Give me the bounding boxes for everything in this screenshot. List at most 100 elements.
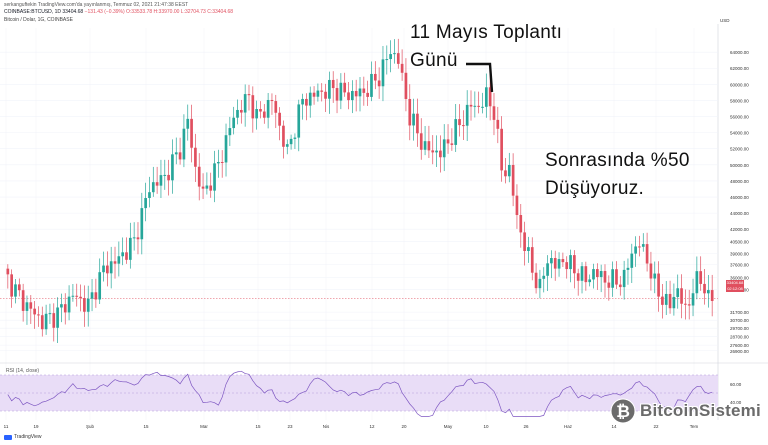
candle-body	[553, 258, 557, 269]
y-tick-label: 46000.00	[730, 195, 749, 200]
y-tick-label: 62000.00	[730, 66, 749, 71]
candle-body	[335, 88, 339, 101]
bitcoin-logo-icon: ₿	[610, 398, 636, 424]
candle-body	[641, 244, 645, 247]
candle-body	[473, 105, 477, 107]
candle-body	[676, 288, 680, 297]
candle-body	[588, 279, 592, 283]
candle-body	[132, 237, 136, 239]
candle-body	[247, 94, 251, 96]
candle-body	[362, 88, 366, 93]
x-tick-label: 15	[143, 424, 149, 429]
candle-body	[163, 174, 167, 176]
candle-body	[232, 117, 236, 129]
candle-body	[638, 246, 641, 248]
candle-body	[595, 269, 599, 278]
candle-body	[446, 139, 450, 144]
y-tick-label: 36000.00	[730, 276, 749, 281]
chart-title: Bitcoin / Dolar, 1G, COINBASE	[4, 17, 73, 23]
symbol-line: COINBASE:BTCUSD, 1D 33404.68 −131.43 (−0…	[4, 9, 233, 15]
y-tick-label: 30700.00	[730, 318, 749, 323]
candle-body	[707, 290, 710, 294]
y-tick-label: 44000.00	[730, 211, 749, 216]
candle-body	[174, 152, 178, 155]
candle-body	[618, 284, 622, 288]
annotation-arrow	[466, 62, 494, 93]
candle-body	[396, 53, 400, 64]
candle-body	[128, 237, 132, 260]
candle-body	[86, 298, 90, 312]
candle-body	[201, 186, 205, 189]
candle-body	[423, 141, 427, 150]
y-tick-label: 26900.00	[730, 349, 749, 354]
candle-body	[634, 246, 637, 254]
y-tick-label: 29700.00	[730, 326, 749, 331]
candle-body	[435, 150, 438, 153]
candle-body	[657, 273, 660, 297]
x-tick-label: 26	[523, 424, 529, 429]
candle-body	[546, 263, 549, 276]
candle-body	[278, 112, 281, 126]
x-tick-label: May	[444, 424, 453, 429]
candle-body	[282, 125, 285, 147]
x-tick-label: 14	[611, 424, 617, 429]
candles	[6, 38, 714, 344]
candle-body	[29, 302, 33, 309]
candle-body	[148, 192, 151, 199]
candle-body	[347, 92, 350, 101]
candle-body	[358, 88, 362, 97]
candle-body	[664, 293, 668, 305]
grid	[0, 24, 719, 420]
candle-body	[680, 288, 683, 304]
candle-body	[255, 109, 258, 119]
candle-body	[569, 255, 572, 270]
candle-body	[584, 266, 588, 283]
candle-body	[136, 237, 140, 240]
candle-body	[645, 244, 649, 264]
y-axis: 64000.00 62000.00 60000.00 58000.00 56000.00…	[730, 50, 749, 354]
candle-body	[523, 232, 526, 252]
candle-body	[561, 259, 565, 263]
y-tick-label: 56000.00	[730, 115, 749, 120]
last-price-tag: 33404.68 02:12:08	[726, 280, 744, 292]
candle-body	[236, 109, 239, 118]
candle-body	[538, 278, 542, 289]
candle-body	[125, 252, 128, 260]
annotation-drop-line1: Sonrasında %50	[545, 150, 690, 171]
candle-body	[550, 258, 553, 264]
candle-body	[465, 104, 469, 126]
currency-label: USD	[720, 18, 730, 23]
candle-body	[450, 143, 454, 145]
candle-body	[592, 269, 595, 280]
candle-body	[67, 296, 71, 313]
candle-body	[56, 307, 59, 328]
candle-body	[285, 144, 289, 147]
annotation-meeting-line1: 11 Mayıs Toplantı	[410, 22, 563, 43]
candle-body	[687, 304, 691, 306]
candle-body	[454, 119, 458, 145]
candle-body	[159, 175, 163, 186]
candle-body	[10, 274, 13, 297]
y-tick-label: 52000.00	[730, 147, 749, 152]
candle-body	[393, 53, 396, 55]
candle-body	[366, 92, 369, 97]
candle-body	[626, 267, 630, 270]
price-tag-value: 33404.68	[726, 280, 744, 285]
candle-body	[262, 111, 266, 118]
candle-body	[442, 139, 446, 158]
candle-body	[580, 266, 584, 281]
candle-body	[274, 101, 278, 113]
candle-body	[684, 303, 687, 305]
x-tick-label: Nis	[323, 424, 330, 429]
candle-body	[484, 87, 488, 107]
y-tick-label: 50000.00	[730, 163, 749, 168]
candle-body	[511, 164, 515, 196]
rsi-tick-label: 40.00	[730, 400, 742, 405]
candle-body	[293, 137, 297, 139]
rsi-panel: 60.00 40.00	[0, 362, 768, 417]
candle-body	[301, 98, 304, 105]
candle-body	[224, 135, 228, 163]
candle-body	[186, 118, 190, 129]
footer: TradingView	[4, 434, 42, 440]
